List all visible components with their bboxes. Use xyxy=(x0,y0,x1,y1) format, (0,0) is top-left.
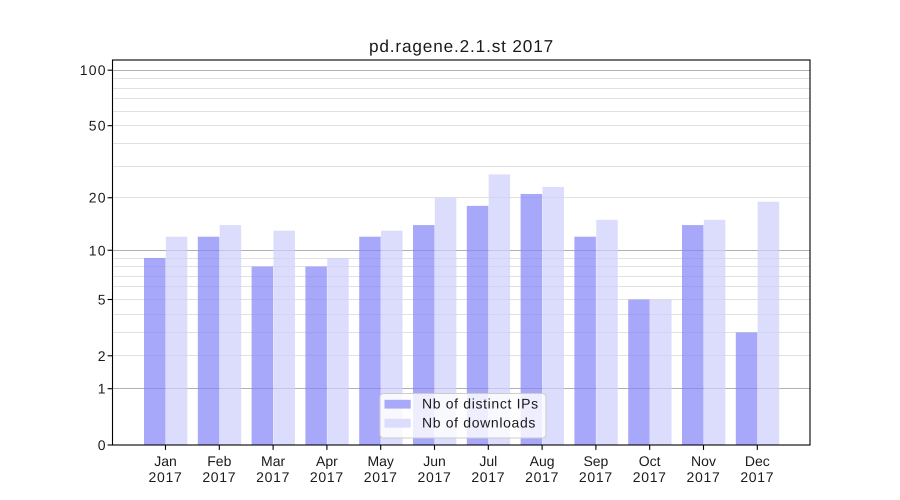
svg-text:Sep: Sep xyxy=(583,453,608,469)
svg-text:100: 100 xyxy=(80,62,107,78)
svg-text:2017: 2017 xyxy=(256,469,290,485)
svg-text:2017: 2017 xyxy=(149,469,183,485)
svg-text:pd.ragene.2.1.st 2017: pd.ragene.2.1.st 2017 xyxy=(369,36,554,56)
svg-text:2017: 2017 xyxy=(471,469,505,485)
svg-text:0: 0 xyxy=(98,437,106,453)
svg-text:20: 20 xyxy=(89,190,107,206)
svg-text:2017: 2017 xyxy=(687,469,721,485)
svg-text:Feb: Feb xyxy=(207,453,231,469)
svg-text:Jun: Jun xyxy=(423,453,446,469)
svg-text:5: 5 xyxy=(98,291,106,307)
svg-text:Apr: Apr xyxy=(316,453,338,469)
svg-text:2017: 2017 xyxy=(740,469,774,485)
svg-text:2017: 2017 xyxy=(579,469,613,485)
svg-text:May: May xyxy=(367,453,393,469)
svg-text:1: 1 xyxy=(98,381,106,397)
svg-text:Aug: Aug xyxy=(530,453,555,469)
svg-text:Dec: Dec xyxy=(745,453,770,469)
svg-text:Nov: Nov xyxy=(691,453,716,469)
svg-text:2017: 2017 xyxy=(202,469,236,485)
svg-text:2017: 2017 xyxy=(633,469,667,485)
svg-text:Oct: Oct xyxy=(639,453,661,469)
svg-text:10: 10 xyxy=(89,242,107,258)
svg-text:50: 50 xyxy=(89,118,107,134)
svg-text:2017: 2017 xyxy=(418,469,452,485)
svg-text:2017: 2017 xyxy=(525,469,559,485)
svg-text:2017: 2017 xyxy=(364,469,398,485)
svg-text:2017: 2017 xyxy=(310,469,344,485)
svg-text:Nb of downloads: Nb of downloads xyxy=(422,415,536,431)
svg-text:2: 2 xyxy=(98,348,106,364)
svg-text:Jul: Jul xyxy=(479,453,497,469)
svg-text:Mar: Mar xyxy=(261,453,285,469)
svg-text:Nb of distinct IPs: Nb of distinct IPs xyxy=(422,396,539,412)
svg-text:Jan: Jan xyxy=(154,453,177,469)
